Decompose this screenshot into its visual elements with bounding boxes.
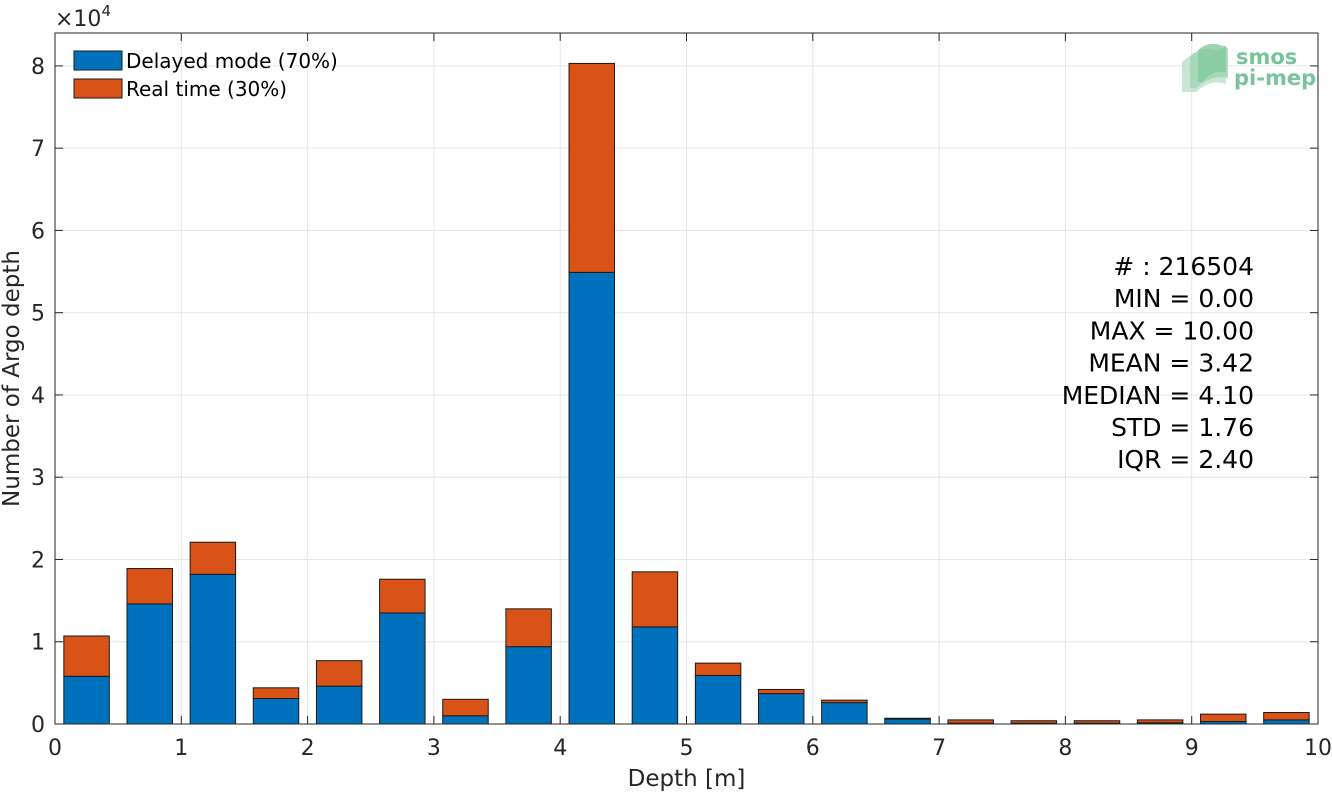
bar-real-time [442,698,489,717]
legend: Delayed mode (70%) Real time (30%) [73,49,338,101]
stat-line: MAX = 10.00 [1090,316,1254,345]
bar-real-time [315,660,363,687]
bar-real-time [568,62,616,273]
bar-real-time [947,719,994,724]
bar-delayed-mode [63,675,110,725]
stat-line: MIN = 0.00 [1114,284,1254,313]
bar-real-time [1200,713,1247,723]
bar-real-time [631,571,679,628]
y-tick-label: 0 [31,713,45,738]
bar-delayed-mode [379,612,426,725]
x-axis-title: Depth [m] [628,766,746,792]
x-tick-label: 8 [1058,736,1072,761]
y-tick-label: 1 [31,631,45,656]
y-tick-label: 8 [31,55,45,80]
y-tick-label: 5 [31,302,45,327]
bar-delayed-mode [126,603,173,725]
bar-real-time [505,608,552,648]
y-tick-label: 3 [31,466,45,491]
bar-real-time [379,578,426,614]
bar-real-time [1263,711,1310,721]
y-exponent-label: ×104 [55,2,111,32]
smos-pi-mep-logo: smos pi-mep [1182,43,1316,92]
bar-real-time [757,688,805,695]
bar-real-time [63,635,110,677]
bar-delayed-mode [884,718,931,725]
stat-line: STD = 1.76 [1111,413,1254,442]
stat-line: IQR = 2.40 [1117,445,1254,474]
bar-real-time [1073,720,1121,724]
stat-line: MEDIAN = 4.10 [1062,381,1254,410]
x-tick-label: 6 [806,736,820,761]
bars [63,62,1310,725]
bar-delayed-mode [568,271,616,725]
bar-delayed-mode [189,573,237,725]
y-tick-label: 4 [31,384,45,409]
bar-delayed-mode [315,685,363,725]
y-tick-label: 7 [31,137,45,162]
legend-label-delayed: Delayed mode (70%) [126,49,338,73]
bar-delayed-mode [694,674,742,725]
bar-delayed-mode [252,697,300,725]
bar-real-time [252,687,300,699]
x-tick-label: 2 [301,736,315,761]
logo-wave-icon [1182,43,1228,92]
bar-real-time [1010,720,1058,724]
legend-label-realtime: Real time (30%) [126,77,287,101]
x-tick-label: 9 [1185,736,1199,761]
x-tick-label: 0 [48,736,62,761]
stat-line: MEAN = 3.42 [1088,349,1254,378]
bar-delayed-mode [631,626,679,725]
bar-delayed-mode [1263,719,1310,725]
x-tick-label: 3 [427,736,441,761]
logo-text-pimep: pi-mep [1234,66,1316,90]
y-tick-label: 6 [31,219,45,244]
x-tick-label: 7 [932,736,946,761]
bar-delayed-mode [505,646,552,725]
legend-swatch-delayed [73,50,123,71]
legend-swatch-realtime [73,78,123,99]
axes: 0 1 2 3 4 5 6 7 8 9 10 0 1 2 3 4 5 6 7 8 [31,33,1332,761]
x-tick-label: 1 [174,736,188,761]
bar-real-time [821,699,868,704]
logo-text-smos: smos [1236,45,1297,69]
y-tick-label: 2 [31,548,45,573]
bar-real-time [126,568,173,605]
bar-delayed-mode [757,693,805,725]
bar-real-time [1136,719,1184,724]
x-tick-label: 10 [1304,736,1332,761]
bar-delayed-mode [442,715,489,725]
x-tick-label: 4 [553,736,567,761]
y-axis-title: Number of Argo depth [0,250,25,507]
bar-real-time [189,541,237,575]
bar-real-time [694,662,742,676]
stat-line: # : 216504 [1113,252,1254,281]
bar-real-time [884,717,931,720]
bar-delayed-mode [821,702,868,725]
x-tick-label: 5 [680,736,694,761]
statistics-box: # : 216504 MIN = 0.00 MAX = 10.00 MEAN = 3.… [1062,252,1254,474]
